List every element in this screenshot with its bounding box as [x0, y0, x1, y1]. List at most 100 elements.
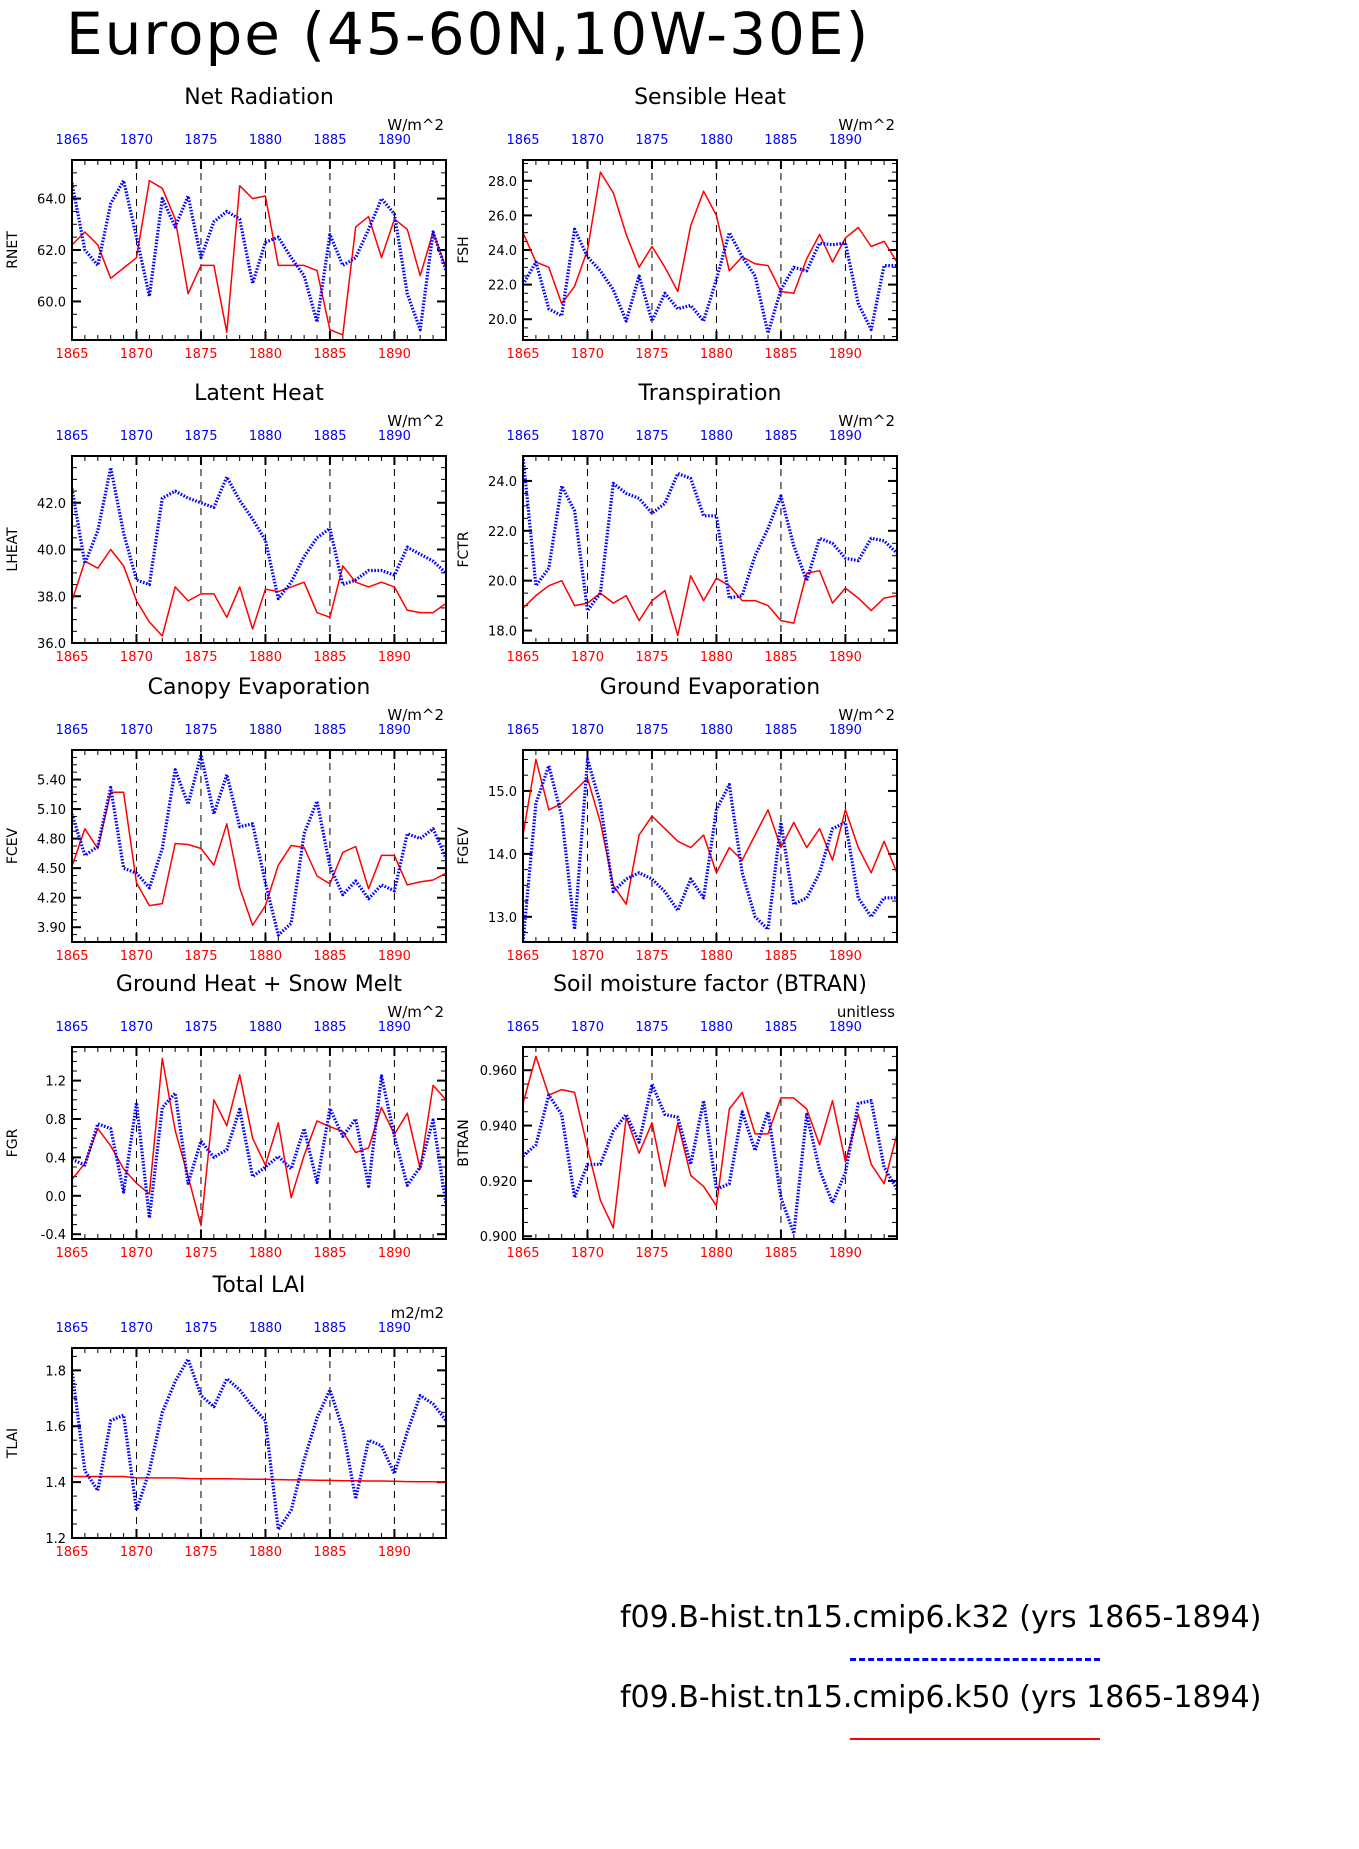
y-tick-label: 20.0	[488, 575, 517, 590]
plot-frame	[522, 455, 898, 644]
x-tick-label-bottom: 1870	[571, 347, 604, 362]
chart-y-axis-label: FSH	[456, 236, 472, 263]
plot-frame	[522, 159, 898, 341]
x-tick-label-top: 1890	[378, 133, 411, 148]
y-tick-label: 5.40	[37, 774, 66, 789]
series-line-red-solid	[72, 548, 446, 637]
chart-units-label: unitless	[837, 1003, 895, 1021]
x-tick-label-top: 1865	[55, 133, 88, 148]
chart-units-label: W/m^2	[387, 116, 444, 134]
y-tick-label: 0.960	[480, 1064, 517, 1079]
x-tick-label-bottom: 1880	[700, 949, 733, 964]
legend: f09.B-hist.tn15.cmip6.k32 (yrs 1865-1894…	[620, 1600, 1359, 1760]
x-tick-label-top: 1885	[313, 1020, 346, 1035]
series-line-blue-dotted	[72, 466, 446, 601]
x-tick-label-top: 1875	[635, 1020, 668, 1035]
y-tick-label: 62.0	[37, 244, 66, 259]
x-tick-label-top: 1865	[506, 723, 539, 738]
x-tick-label-bottom: 1870	[571, 650, 604, 665]
series-line-red-solid	[72, 791, 446, 927]
x-tick-label-top: 1890	[378, 1020, 411, 1035]
x-tick-label-top: 1875	[184, 133, 217, 148]
x-tick-label-bottom: 1885	[313, 1246, 346, 1261]
series-line-blue-dotted	[72, 1357, 446, 1532]
plot-frame	[71, 1046, 447, 1240]
x-tick-label-bottom: 1885	[313, 949, 346, 964]
x-tick-label-bottom: 1870	[120, 1545, 153, 1560]
y-tick-label: 4.50	[37, 862, 66, 877]
legend-line-red-solid	[850, 1738, 1100, 1740]
series-line-red-solid	[72, 1057, 446, 1227]
x-tick-label-bottom: 1870	[571, 949, 604, 964]
chart-units-label: W/m^2	[387, 706, 444, 724]
chart-units-label: W/m^2	[387, 412, 444, 430]
x-tick-label-top: 1875	[184, 429, 217, 444]
x-tick-label-bottom: 1885	[764, 949, 797, 964]
y-tick-label: 1.8	[45, 1364, 66, 1379]
y-tick-label: 13.0	[488, 911, 517, 926]
x-tick-label-bottom: 1875	[184, 1545, 217, 1560]
x-tick-label-top: 1870	[120, 429, 153, 444]
x-tick-label-bottom: 1875	[184, 347, 217, 362]
y-tick-label: 60.0	[37, 295, 66, 310]
chart-units-label: W/m^2	[838, 706, 895, 724]
x-tick-label-bottom: 1880	[249, 650, 282, 665]
x-tick-label-bottom: 1870	[120, 347, 153, 362]
x-tick-label-top: 1875	[635, 133, 668, 148]
y-tick-label: 22.0	[488, 525, 517, 540]
x-tick-label-top: 1870	[120, 133, 153, 148]
x-tick-label-bottom: 1890	[829, 949, 862, 964]
y-tick-label: 15.0	[488, 785, 517, 800]
x-tick-label-bottom: 1865	[506, 949, 539, 964]
chart-title: Ground Evaporation	[600, 675, 820, 700]
chart-panel-fgr: Ground Heat + Snow Melt W/m^2 FGR 1865 1865 1…	[5, 972, 447, 1261]
x-tick-label-top: 1880	[700, 133, 733, 148]
x-tick-label-top: 1885	[313, 133, 346, 148]
y-tick-label: 42.0	[37, 497, 66, 512]
x-tick-label-top: 1865	[506, 1020, 539, 1035]
y-tick-label: 3.90	[37, 921, 66, 936]
chart-units-label: W/m^2	[387, 1003, 444, 1021]
x-tick-label-top: 1890	[829, 723, 862, 738]
y-tick-label: 22.0	[488, 279, 517, 294]
x-tick-label-top: 1885	[764, 133, 797, 148]
y-tick-label: 0.920	[480, 1175, 517, 1190]
chart-panel-btran: Soil moisture factor (BTRAN) unitless BTRA…	[456, 972, 898, 1261]
x-tick-label-top: 1870	[120, 1321, 153, 1336]
x-tick-label-top: 1890	[829, 133, 862, 148]
chart-y-axis-label: FGEV	[456, 827, 472, 865]
x-tick-label-bottom: 1865	[55, 347, 88, 362]
legend-line-blue-dashed	[850, 1658, 1100, 1661]
x-tick-label-top: 1865	[55, 429, 88, 444]
y-tick-label: 26.0	[488, 209, 517, 224]
x-tick-label-top: 1865	[55, 1020, 88, 1035]
x-tick-label-bottom: 1890	[829, 1246, 862, 1261]
y-tick-label: 0.900	[480, 1230, 517, 1245]
chart-panel-fcev: Canopy Evaporation W/m^2 FCEV 1865 1865 1870 1…	[5, 675, 447, 964]
x-tick-label-bottom: 1875	[635, 347, 668, 362]
y-tick-label: 4.80	[37, 833, 66, 848]
y-tick-label: 1.6	[45, 1420, 66, 1435]
x-tick-label-bottom: 1885	[313, 347, 346, 362]
y-tick-label: 5.10	[37, 803, 66, 818]
y-tick-label: 0.940	[480, 1120, 517, 1135]
x-tick-label-bottom: 1885	[764, 1246, 797, 1261]
plot-frame	[71, 749, 447, 943]
y-tick-label: 4.20	[37, 892, 66, 907]
x-tick-label-top: 1880	[700, 429, 733, 444]
x-tick-label-top: 1865	[506, 429, 539, 444]
x-tick-label-top: 1865	[55, 723, 88, 738]
chart-panel-fsh: Sensible Heat W/m^2 FSH 1865 1865 1870 1870 187…	[456, 85, 898, 362]
figure-title: Europe (45-60N,10W-30E)	[66, 0, 871, 68]
x-tick-label-bottom: 1865	[55, 949, 88, 964]
x-tick-label-top: 1875	[184, 1020, 217, 1035]
x-tick-label-bottom: 1875	[635, 949, 668, 964]
chart-title: Ground Heat + Snow Melt	[116, 972, 403, 997]
series-line-red-solid	[523, 569, 897, 637]
chart-panel-tlai: Total LAI m2/m2 TLAI 1865 1865 1870 1870 1875 18…	[5, 1273, 447, 1560]
x-tick-label-bottom: 1875	[184, 650, 217, 665]
x-tick-label-bottom: 1870	[120, 949, 153, 964]
x-tick-label-top: 1870	[571, 133, 604, 148]
plot-frame	[522, 749, 898, 943]
